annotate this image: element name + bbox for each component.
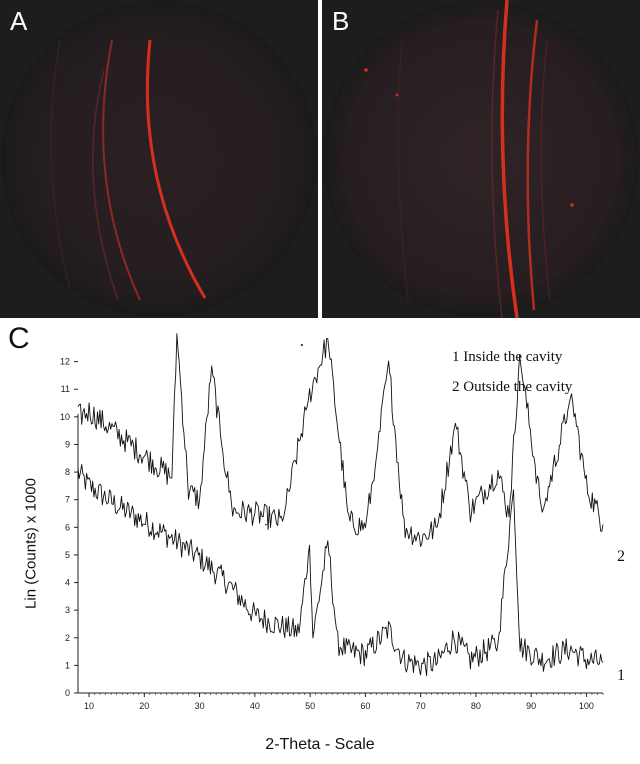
series-label-1: 1 <box>617 667 625 684</box>
x-tick-label: 80 <box>471 701 481 711</box>
panel-label-a: A <box>10 6 28 36</box>
y-tick-label: 2 <box>65 633 70 643</box>
series-line-1 <box>77 463 604 677</box>
series-line-2 <box>77 333 604 547</box>
y-tick-label: 6 <box>65 522 70 532</box>
x-tick-label: 90 <box>526 701 536 711</box>
x-tick-label: 100 <box>579 701 594 711</box>
y-tick-label: 1 <box>65 660 70 670</box>
x-tick-label: 60 <box>360 701 370 711</box>
y-tick-label: 12 <box>60 357 70 367</box>
x-tick-label: 70 <box>416 701 426 711</box>
stray-mark <box>265 523 267 526</box>
x-tick-label: 40 <box>250 701 260 711</box>
y-tick-label: 11 <box>61 384 70 394</box>
legend-entry-2: 2 Outside the cavity <box>452 379 573 395</box>
x-tick-label: 50 <box>305 701 315 711</box>
legend-entry-1: 1 Inside the cavity <box>452 349 563 365</box>
y-tick-label: 7 <box>65 495 70 505</box>
x-tick-label: 20 <box>139 701 149 711</box>
y-tick-label: 8 <box>65 467 70 477</box>
panel-label-b: B <box>332 6 350 36</box>
y-tick-label: 9 <box>65 439 70 449</box>
diffraction-rings-a <box>1 1 317 317</box>
diffraction-rings-b <box>323 0 639 318</box>
y-tick-label: 10 <box>60 412 70 422</box>
diffraction-image-b: B <box>322 0 640 318</box>
x-tick-label: 30 <box>195 701 205 711</box>
chart-series <box>77 333 604 677</box>
x-tick-label: 10 <box>84 701 94 711</box>
y-tick-label: 5 <box>65 550 70 560</box>
diffraction-image-a: A <box>0 0 318 318</box>
x-axis-label: 2-Theta - Scale <box>265 736 375 753</box>
stray-mark <box>300 344 303 347</box>
y-axis-label: Lin (Counts) x 1000 <box>22 478 40 609</box>
y-tick-label: 4 <box>65 578 70 588</box>
series-label-2: 2 <box>617 548 625 565</box>
panel-label-c: C <box>8 322 30 355</box>
y-tick-label: 3 <box>65 605 70 615</box>
y-tick-label: 0 <box>65 688 70 698</box>
